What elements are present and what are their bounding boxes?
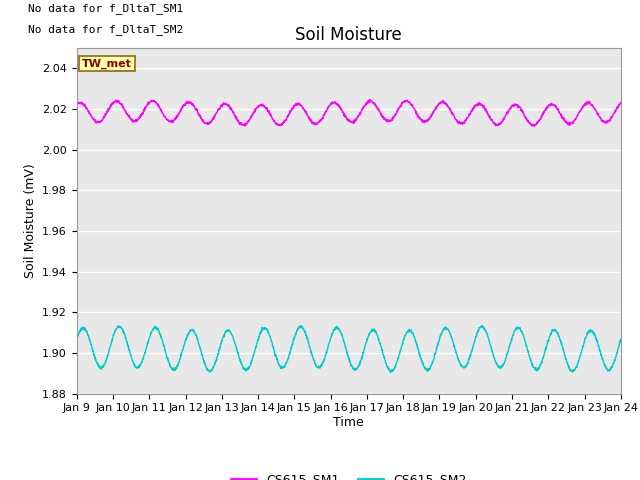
CS615_SM2: [584, 329, 592, 335]
CS615_SM2: [387, 370, 394, 375]
Title: Soil Moisture: Soil Moisture: [296, 25, 402, 44]
CS615_SM2: [376, 341, 384, 347]
X-axis label: Time: Time: [333, 416, 364, 429]
Line: CS615_SM2: CS615_SM2: [77, 326, 621, 372]
CS615_SM2: [570, 368, 577, 374]
CS615_SM2: [617, 336, 625, 342]
CS615_SM2: [478, 323, 486, 329]
CS615_SM1: [570, 119, 577, 124]
CS615_SM1: [73, 101, 81, 107]
CS615_SM2: [508, 337, 515, 343]
Legend: CS615_SM1, CS615_SM2: CS615_SM1, CS615_SM2: [226, 468, 472, 480]
CS615_SM1: [225, 102, 232, 108]
Text: No data for f_DltaT_SM2: No data for f_DltaT_SM2: [28, 24, 183, 35]
CS615_SM2: [73, 337, 81, 343]
CS615_SM1: [531, 123, 538, 129]
CS615_SM1: [584, 99, 592, 105]
Text: TW_met: TW_met: [82, 59, 132, 69]
Text: No data for f_DltaT_SM1: No data for f_DltaT_SM1: [28, 3, 183, 14]
CS615_SM1: [365, 97, 372, 103]
CS615_SM2: [365, 334, 372, 340]
Line: CS615_SM1: CS615_SM1: [77, 100, 621, 126]
Y-axis label: Soil Moisture (mV): Soil Moisture (mV): [24, 163, 36, 278]
CS615_SM1: [507, 104, 515, 110]
CS615_SM1: [617, 100, 625, 106]
CS615_SM1: [376, 110, 384, 116]
CS615_SM2: [225, 327, 232, 333]
CS615_SM1: [367, 97, 374, 103]
